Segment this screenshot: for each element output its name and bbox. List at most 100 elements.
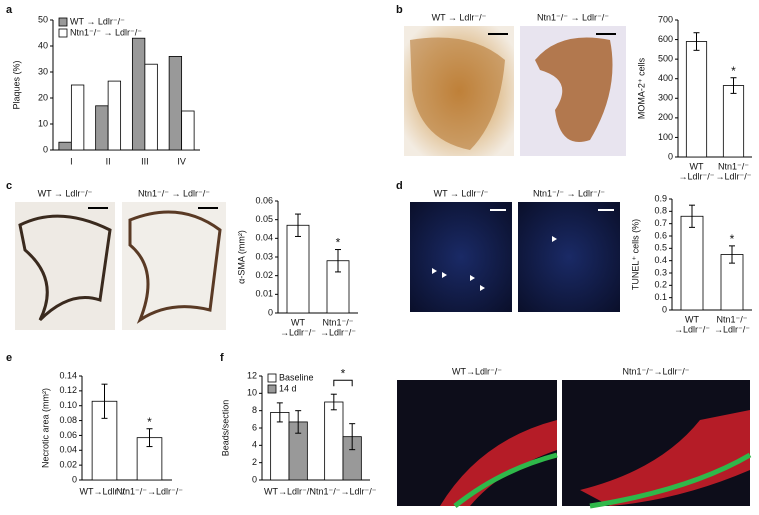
y-tick-label: 300 [658, 93, 673, 103]
micrograph-detail [535, 37, 613, 142]
y-tick-label: 0.7 [654, 218, 667, 228]
significance: * [147, 415, 152, 429]
micrograph-detail [128, 210, 222, 324]
x-tick-label: Ntn1⁻/⁻ [718, 161, 749, 171]
error-bar [101, 383, 108, 419]
significance: * [731, 64, 736, 78]
error-bar [335, 249, 341, 273]
micrograph-detail [410, 37, 505, 150]
micrograph [410, 202, 512, 312]
panel-label: b [396, 4, 403, 16]
micrograph-detail [440, 420, 557, 506]
image-caption: Ntn1⁻/⁻ → Ldlr⁻/⁻ [533, 188, 605, 198]
bar [107, 80, 122, 151]
error-bar [689, 204, 695, 228]
bar [58, 141, 72, 151]
bar [286, 224, 310, 314]
panel-label: d [396, 180, 403, 192]
y-tick-label: 0.10 [59, 400, 77, 410]
x-tick-label: WT [291, 317, 305, 327]
panel-label: e [6, 352, 12, 364]
x-tick-label: WT→Ldlr⁻/⁻ [79, 486, 129, 496]
x-tick-label: Ntn1⁻/⁻→Ldlr⁻/⁻ [116, 486, 183, 496]
x-tick-label: →Ldlr⁻/⁻ [714, 324, 750, 334]
x-tick-label: →Ldlr⁻/⁻ [715, 171, 751, 181]
y-tick-label: 30 [38, 66, 48, 76]
legend-swatch [58, 28, 68, 38]
y-axis-label: MOMA-2⁺ cells [636, 57, 646, 119]
micrograph-detail [580, 410, 750, 506]
micrograph-detail [589, 452, 752, 509]
image-caption: WT → Ldlr⁻/⁻ [38, 188, 93, 198]
y-tick-label: 0.4 [654, 255, 667, 265]
bar [680, 215, 704, 311]
legend-swatch [267, 384, 277, 394]
y-tick-label: 0.04 [255, 233, 273, 243]
image-caption: Ntn1⁻/⁻ → Ldlr⁻/⁻ [537, 12, 609, 22]
x-tick-label: III [141, 156, 149, 166]
error-bar [295, 410, 302, 434]
y-tick-label: 500 [658, 54, 673, 64]
y-tick-label: 0.12 [59, 385, 77, 395]
legend-swatch [58, 17, 68, 27]
image-caption: Ntn1⁻/⁻→Ldlr⁻/⁻ [622, 366, 689, 376]
image-caption: WT→Ldlr⁻/⁻ [452, 366, 502, 376]
error-bar [146, 428, 153, 448]
bar [722, 85, 745, 158]
y-tick-label: 0 [268, 307, 273, 317]
y-tick-label: 8 [252, 405, 257, 415]
y-tick-label: 0.04 [59, 445, 77, 455]
y-tick-label: 600 [658, 34, 673, 44]
error-bar [730, 77, 737, 94]
y-tick-label: 2 [252, 457, 257, 467]
y-tick-label: 40 [38, 40, 48, 50]
micrograph-detail [453, 452, 558, 508]
x-tick-label: Ntn1⁻/⁻ [322, 317, 353, 327]
x-tick-label: WT [685, 314, 699, 324]
x-tick-label: II [106, 156, 111, 166]
error-bar [295, 213, 301, 237]
bar [685, 41, 708, 158]
y-tick-label: 0.14 [59, 370, 77, 380]
y-tick-label: 10 [38, 118, 48, 128]
error-bar [330, 393, 337, 411]
y-tick-label: 12 [247, 370, 257, 380]
micrograph [518, 202, 620, 312]
image-caption: WT → Ldlr⁻/⁻ [434, 188, 489, 198]
y-tick-label: 0.02 [255, 270, 273, 280]
x-tick-label: →Ldlr⁻/⁻ [674, 324, 710, 334]
bar [270, 411, 290, 481]
legend-swatch [267, 373, 277, 383]
error-bar [276, 402, 283, 423]
y-tick-label: 0 [668, 151, 673, 161]
panel-label: f [220, 352, 224, 364]
x-tick-label: I [70, 156, 73, 166]
y-tick-label: 0.9 [654, 193, 667, 203]
y-tick-label: 0.08 [59, 415, 77, 425]
y-axis-label: Beads/section [220, 400, 230, 457]
x-tick-label: Ntn1⁻/⁻ [716, 314, 747, 324]
y-tick-label: 0.6 [654, 230, 667, 240]
y-tick-label: 0.3 [654, 267, 667, 277]
error-bar [729, 245, 735, 264]
y-tick-label: 0.2 [654, 280, 667, 290]
y-tick-label: 400 [658, 73, 673, 83]
y-tick-label: 100 [658, 132, 673, 142]
legend-label: Ntn1⁻/⁻ → Ldlr⁻/⁻ [70, 27, 142, 37]
y-axis-label: TUNEL⁺ cells (%) [630, 219, 640, 290]
significance-bracket [333, 379, 353, 387]
y-tick-label: 700 [658, 14, 673, 24]
x-tick-label: →Ldlr⁻/⁻ [320, 327, 356, 337]
error-bar [693, 32, 700, 51]
y-axis-label: Plaques (%) [11, 60, 21, 109]
image-caption: Ntn1⁻/⁻ → Ldlr⁻/⁻ [138, 188, 210, 198]
x-tick-label: →Ldlr⁻/⁻ [678, 171, 714, 181]
y-tick-label: 0.5 [654, 243, 667, 253]
bar [70, 84, 85, 151]
y-tick-label: 0 [252, 474, 257, 484]
y-tick-label: 20 [38, 92, 48, 102]
x-tick-label: WT→Ldlr⁻/⁻ [264, 486, 314, 496]
y-tick-label: 10 [247, 388, 257, 398]
y-tick-label: 50 [38, 14, 48, 24]
